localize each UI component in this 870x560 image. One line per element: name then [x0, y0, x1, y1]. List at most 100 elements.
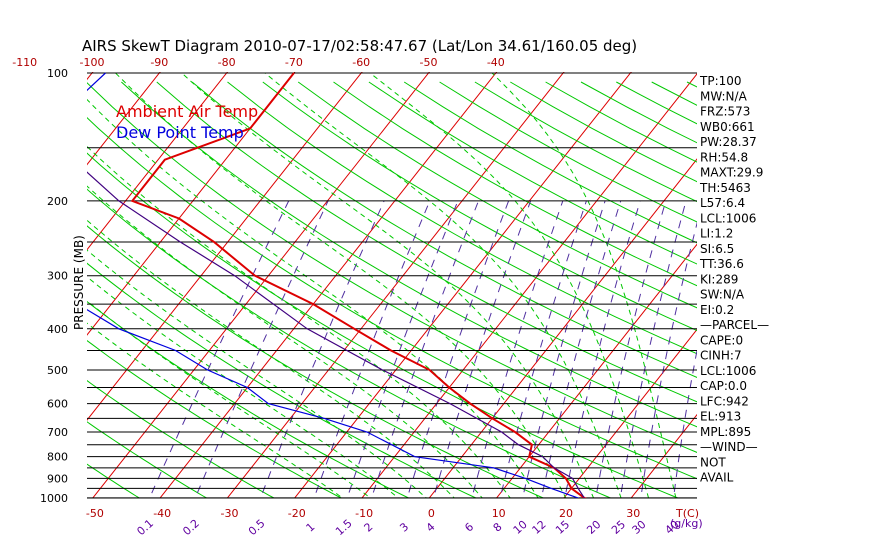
isotherm-line	[428, 158, 697, 498]
dry-adiabat-line	[758, 82, 870, 507]
pressure-tick-label: 600	[47, 398, 68, 411]
pressure-tick-label: 1000	[40, 492, 68, 505]
top-temp-tick-label: -80	[218, 56, 236, 69]
mixing-ratio-line	[540, 200, 622, 498]
chart-title: AIRS SkewT Diagram 2010-07-17/02:58:47.6…	[82, 37, 637, 55]
index-item: NOT	[700, 455, 726, 469]
index-item: MPL:895	[700, 425, 751, 439]
mixing-ratio-label: 6	[462, 520, 476, 534]
mixing-ratio-label: 1.5	[333, 517, 355, 538]
dry-adiabat-line	[828, 82, 870, 507]
dry-adiabat-line	[651, 81, 697, 106]
mixing-ratio-line	[619, 200, 687, 498]
mixing-ratio-label: 0.5	[246, 517, 268, 538]
bottom-temp-tick-label: 20	[559, 507, 573, 520]
moist-adiabat-line	[369, 72, 650, 498]
index-item: WB0:661	[700, 120, 755, 134]
mixing-ratio-label: 4	[424, 520, 438, 534]
pressure-tick-label: 100	[47, 67, 68, 80]
mixing-ratio-label: 1	[304, 520, 318, 534]
pressure-tick-label: 500	[47, 364, 68, 377]
pressure-ticks: 100 200 300 400 500 600 700 800 900 1000	[40, 67, 68, 505]
mixing-ratio-line	[499, 200, 587, 498]
parcel-line	[87, 171, 585, 498]
background-grid	[0, 64, 870, 507]
index-item: —WIND—	[700, 440, 758, 454]
dry-adiabat-line	[864, 82, 870, 507]
index-item: CAPE:0	[700, 333, 743, 347]
isotherm-line	[0, 64, 32, 507]
dry-adiabat-line	[87, 300, 410, 498]
mixing-ratio-line	[148, 200, 290, 498]
bottom-temperature-ticks: -50 -40 -30 -20 -10 0 10 20 30	[86, 507, 640, 520]
legend-ambient-air-temp: Ambient Air Temp	[116, 102, 258, 121]
index-item: LCL:1006	[700, 211, 756, 225]
y-axis-label: PRESSURE (MB)	[72, 235, 86, 330]
dry-adiabat-line	[87, 152, 680, 498]
moist-adiabat-line	[264, 72, 622, 498]
index-item: AVAIL	[700, 471, 734, 485]
top-temp-tick-label: -90	[150, 56, 168, 69]
index-item: PW:28.37	[700, 135, 757, 149]
dry-adiabat-line	[439, 81, 697, 223]
moist-adiabat-line	[181, 72, 595, 498]
dry-adiabat-line	[793, 82, 870, 507]
bottom-temp-tick-label: 0	[428, 507, 435, 520]
isotherm-line	[159, 72, 498, 498]
index-item: LFC:942	[700, 394, 749, 408]
dry-adiabat-line	[87, 339, 343, 498]
temperature-unit-label: T(C)	[675, 507, 699, 520]
legend: Ambient Air Temp Dew Point Temp	[116, 102, 258, 142]
index-item: TT:36.6	[699, 257, 744, 271]
index-item: TP:100	[699, 74, 742, 88]
moist-adiabat-line	[87, 276, 400, 498]
mixing-ratio-label: 2	[362, 520, 376, 534]
pressure-tick-label: 800	[47, 451, 68, 464]
index-item: LCL:1006	[700, 364, 756, 378]
bottom-temp-tick-label: -30	[221, 507, 239, 520]
dry-adiabat-line	[87, 262, 478, 498]
index-item: KI:289	[700, 272, 738, 286]
pressure-tick-label: 700	[47, 426, 68, 439]
index-item: CAP:0.0	[700, 379, 747, 393]
mixing-ratio-line	[672, 347, 697, 498]
index-item: TH:5463	[699, 181, 751, 195]
moist-adiabat-line	[87, 219, 455, 498]
isotherm-line	[759, 64, 870, 507]
isotherm-line	[361, 73, 697, 498]
index-item: CINH:7	[700, 349, 742, 363]
dry-adiabat-line	[191, 81, 697, 378]
moist-adiabat-line	[491, 72, 677, 498]
index-item: EI:0.2	[700, 303, 734, 317]
isotherm-line	[87, 72, 229, 251]
bottom-temp-tick-label: -40	[153, 507, 171, 520]
moist-adiabat-line	[87, 249, 428, 498]
index-item: MAXT:29.9	[700, 166, 763, 180]
mixing-ratio-label: 30	[630, 518, 649, 537]
ambient-air-temp-line	[130, 72, 587, 498]
mixing-ratio-label: 25	[609, 518, 628, 537]
dry-adiabat-line	[403, 81, 697, 244]
pressure-tick-label: 900	[47, 472, 68, 485]
mixing-ratio-label: 20	[584, 518, 603, 537]
top-temp-tick-label: -110	[12, 56, 37, 69]
mixing-ratio-label: 8	[491, 520, 505, 534]
index-item: EL:913	[700, 410, 741, 424]
pressure-tick-label: 300	[47, 270, 68, 283]
mixing-ratio-line	[640, 221, 697, 498]
isotherm-line	[563, 328, 697, 498]
mixing-ratio-label: 3	[397, 520, 411, 534]
dry-adiabat-line	[156, 81, 697, 403]
mixing-ratio-line	[194, 200, 329, 498]
top-temp-tick-label: -40	[487, 56, 505, 69]
pressure-tick-label: 400	[47, 323, 68, 336]
dry-adiabat-line	[510, 81, 697, 183]
dry-adiabat-line	[87, 188, 612, 498]
index-item: SI:6.5	[700, 242, 734, 256]
mixing-ratio-label: 10	[511, 518, 530, 537]
moist-adiabat-line	[87, 145, 511, 498]
dry-adiabat-line	[121, 81, 697, 428]
mixing-ratio-line	[564, 200, 641, 498]
